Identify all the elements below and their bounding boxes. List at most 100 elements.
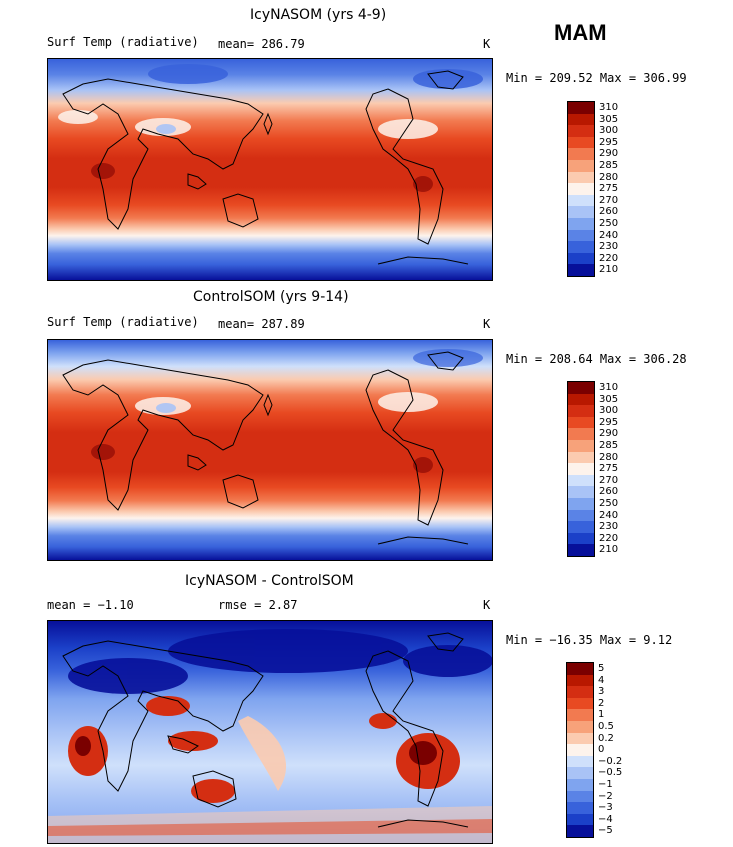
panel1-colorbar-swatches bbox=[567, 101, 595, 277]
colorbar-swatch bbox=[568, 125, 594, 137]
panel2-minmax: Min = 208.64 Max = 306.28 bbox=[506, 352, 687, 366]
colorbar-swatch bbox=[567, 709, 593, 721]
colorbar-tick-label: −1 bbox=[598, 779, 613, 790]
colorbar-tick-label: 230 bbox=[599, 241, 619, 253]
colorbar-tick-label: 295 bbox=[599, 416, 619, 428]
panel3-units: K bbox=[483, 598, 491, 612]
panel3-title: IcyNASOM - ControlSOM bbox=[185, 573, 354, 589]
colorbar-tick-label: −0.5 bbox=[598, 767, 623, 779]
colorbar-swatch bbox=[567, 767, 593, 779]
panel2-map-graphic bbox=[48, 340, 492, 560]
panel1-minmax: Min = 209.52 Max = 306.99 bbox=[506, 71, 687, 85]
colorbar-swatch bbox=[568, 206, 594, 218]
panel3-colorbar-swatches bbox=[566, 662, 594, 838]
colorbar-tick-label: 280 bbox=[599, 451, 619, 463]
colorbar-swatch bbox=[568, 252, 594, 265]
colorbar-swatch bbox=[567, 697, 593, 710]
colorbar-swatch bbox=[567, 802, 593, 814]
panel3-map bbox=[47, 620, 493, 844]
colorbar-tick-label: 240 bbox=[599, 509, 619, 521]
colorbar-tick-label: 300 bbox=[599, 125, 619, 137]
colorbar-swatch bbox=[568, 217, 594, 230]
colorbar-swatch bbox=[568, 393, 594, 406]
colorbar-tick-label: 3 bbox=[598, 686, 605, 698]
panel1-colorbar: 310 305 300 295 290 285 280 275 270 260 250 240 230 2… bbox=[567, 101, 647, 277]
colorbar-tick-label: 295 bbox=[599, 136, 619, 148]
panel3-mean-label: mean = −1.10 bbox=[47, 598, 134, 612]
colorbar-swatch bbox=[568, 171, 594, 184]
panel1-map-graphic bbox=[48, 59, 492, 280]
colorbar-swatch bbox=[568, 405, 594, 417]
colorbar-tick-label: −4 bbox=[598, 813, 613, 825]
colorbar-swatch bbox=[568, 229, 594, 242]
colorbar-tick-label: 220 bbox=[599, 532, 619, 544]
colorbar-swatch bbox=[568, 486, 594, 498]
colorbar-tick-label: 270 bbox=[599, 194, 619, 206]
colorbar-swatch bbox=[568, 428, 594, 440]
colorbar-swatch bbox=[568, 264, 594, 276]
colorbar-tick-label: 290 bbox=[599, 148, 619, 160]
colorbar-tick-label: 305 bbox=[599, 113, 619, 125]
panel2-units: K bbox=[483, 317, 491, 331]
colorbar-tick-label: 4 bbox=[598, 674, 605, 686]
panel2-map bbox=[47, 339, 493, 561]
colorbar-swatch bbox=[567, 674, 593, 687]
colorbar-tick-label: 0.2 bbox=[598, 732, 614, 744]
panel3-minmax: Min = −16.35 Max = 9.12 bbox=[506, 633, 673, 647]
colorbar-swatch bbox=[568, 532, 594, 545]
colorbar-swatch bbox=[568, 136, 594, 149]
colorbar-tick-label: −5 bbox=[598, 825, 613, 837]
colorbar-tick-label: −2 bbox=[598, 790, 613, 802]
colorbar-swatch bbox=[568, 194, 594, 207]
colorbar-tick-label: 250 bbox=[599, 498, 619, 509]
colorbar-swatch bbox=[567, 778, 593, 791]
colorbar-tick-label: 260 bbox=[599, 486, 619, 498]
colorbar-swatch bbox=[568, 463, 594, 475]
colorbar-tick-label: 0 bbox=[598, 744, 605, 756]
colorbar-tick-label: 0.5 bbox=[598, 721, 614, 732]
season-label: MAM bbox=[554, 20, 607, 45]
colorbar-swatch bbox=[567, 825, 593, 837]
colorbar-tick-label: 275 bbox=[599, 183, 619, 195]
colorbar-tick-label: 310 bbox=[599, 382, 619, 393]
panel3-colorbar: 5 4 3 2 1 0.5 0.2 0 −0.2 −0.5 −1 −2 −3 −4 −5 bbox=[566, 662, 646, 838]
colorbar-swatch bbox=[567, 686, 593, 698]
colorbar-swatch bbox=[567, 790, 593, 803]
panel1-title: IcyNASOM (yrs 4-9) bbox=[250, 7, 387, 23]
colorbar-swatch bbox=[567, 720, 593, 733]
colorbar-tick-label: −3 bbox=[598, 802, 613, 814]
colorbar-tick-label: 275 bbox=[599, 463, 619, 475]
colorbar-swatch bbox=[568, 521, 594, 533]
colorbar-swatch bbox=[568, 241, 594, 253]
colorbar-tick-label: 230 bbox=[599, 521, 619, 533]
panel3-rmse-label: rmse = 2.87 bbox=[218, 598, 298, 612]
colorbar-swatch bbox=[568, 451, 594, 464]
colorbar-swatch bbox=[568, 439, 594, 452]
panel1-mean-label: mean= 286.79 bbox=[218, 37, 305, 51]
colorbar-tick-label: 310 bbox=[599, 102, 619, 113]
colorbar-tick-label: 285 bbox=[599, 160, 619, 171]
panel2-variable-label: Surf Temp (radiative) bbox=[47, 315, 199, 329]
colorbar-tick-label: −0.2 bbox=[598, 755, 623, 767]
colorbar-swatch bbox=[568, 416, 594, 429]
colorbar-tick-label: 270 bbox=[599, 474, 619, 486]
colorbar-swatch bbox=[568, 474, 594, 487]
panel1-units: K bbox=[483, 37, 491, 51]
colorbar-tick-label: 2 bbox=[598, 697, 605, 709]
panel2-mean-label: mean= 287.89 bbox=[218, 317, 305, 331]
colorbar-swatch bbox=[568, 183, 594, 195]
colorbar-tick-label: 210 bbox=[599, 544, 619, 556]
panel3-map-graphic bbox=[48, 621, 492, 843]
colorbar-tick-label: 280 bbox=[599, 171, 619, 183]
colorbar-swatch bbox=[568, 382, 594, 394]
colorbar-tick-label: 260 bbox=[599, 206, 619, 218]
colorbar-swatch bbox=[568, 159, 594, 172]
colorbar-swatch bbox=[568, 497, 594, 510]
colorbar-swatch bbox=[567, 813, 593, 826]
colorbar-swatch bbox=[567, 755, 593, 768]
colorbar-tick-label: 285 bbox=[599, 440, 619, 451]
colorbar-tick-label: 300 bbox=[599, 405, 619, 417]
colorbar-tick-label: 5 bbox=[598, 663, 605, 674]
colorbar-swatch bbox=[567, 663, 593, 675]
colorbar-tick-label: 1 bbox=[598, 709, 605, 721]
